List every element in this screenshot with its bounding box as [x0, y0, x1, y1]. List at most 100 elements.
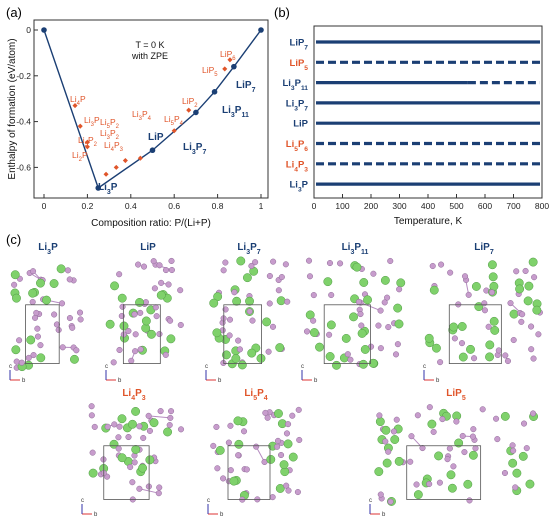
p-atom	[387, 498, 394, 505]
panel-label-a: (a)	[6, 5, 22, 20]
metastable-point	[186, 107, 192, 113]
structure-title: Li3P	[38, 242, 58, 256]
annotation-zpe: with ZPE	[131, 51, 168, 61]
li-atom	[131, 445, 141, 454]
metastable-point	[103, 171, 109, 177]
li-atom	[131, 406, 141, 416]
p-atom	[136, 423, 143, 430]
li-atom	[236, 256, 246, 266]
structure-title: LiP	[140, 242, 156, 253]
li-atom	[147, 329, 156, 339]
p-atom	[131, 459, 138, 466]
li-atom	[11, 345, 21, 355]
phase-rows: LiP7 LiP5 Li3P11 Li3P7 LiP Li5P6 Li4P3 Li3P	[282, 38, 540, 194]
li-atom	[315, 342, 324, 352]
p-atom	[357, 310, 364, 318]
li-atom	[374, 467, 384, 477]
li-atom	[466, 344, 475, 354]
p-atom	[146, 427, 153, 434]
p-atom	[283, 482, 290, 489]
panel-a-y-ticks: 0 -0.2 -0.4 -0.6	[16, 25, 38, 172]
metastable-label-lip2: LiP2	[182, 96, 198, 109]
p-atom	[509, 442, 516, 449]
p-atom	[128, 357, 135, 364]
p-atom	[451, 335, 458, 342]
p-atom	[34, 333, 41, 340]
panel-a-x-axis-title: Composition ratio: P/(Li+P)	[91, 218, 211, 229]
p-atom	[305, 257, 313, 264]
li-atom	[394, 319, 404, 329]
li-atom	[485, 352, 494, 362]
metastable-point	[227, 57, 233, 63]
x-tick-label: 800	[535, 201, 549, 211]
p-atom	[156, 262, 163, 269]
p-atom	[450, 463, 457, 470]
row-label: Li3P11	[282, 78, 308, 92]
x-tick-label: 0.6	[168, 201, 180, 211]
p-atom	[414, 412, 421, 419]
li-atom	[109, 439, 119, 449]
axis-label: c	[105, 364, 108, 370]
p-atom	[167, 317, 174, 324]
structure-title: Li4P3	[122, 388, 145, 402]
li-atom	[242, 273, 252, 283]
p-atom	[461, 273, 469, 280]
panel-a-x-ticks: 0 0.2 0.4 0.6 0.8 1	[42, 194, 264, 211]
p-atom	[158, 279, 165, 286]
p-atom	[222, 259, 229, 266]
p-atom	[282, 261, 289, 268]
metastable-label-lip6: LiP6	[220, 49, 236, 62]
li-atom	[434, 451, 444, 461]
p-atom	[88, 412, 95, 419]
p-atom	[510, 447, 517, 454]
p-atom	[275, 287, 282, 294]
p-atom	[66, 276, 73, 283]
annotation-temperature: T = 0 K	[135, 40, 164, 50]
li-atom	[489, 316, 499, 326]
p-atom	[466, 497, 473, 504]
panel-b-frame	[313, 25, 543, 199]
metastable-label-li4p: Li4P	[70, 94, 86, 107]
p-atom	[156, 331, 163, 338]
row-label: Li3P	[290, 180, 309, 194]
row-label: LiP7	[290, 38, 309, 52]
p-atom	[246, 308, 253, 315]
li-atom	[382, 458, 392, 468]
li-atom	[524, 281, 534, 291]
p-atom	[132, 331, 139, 338]
p-atom	[266, 272, 273, 280]
li-atom	[454, 438, 464, 448]
p-atom	[519, 311, 526, 318]
p-atom	[296, 436, 303, 444]
p-atom	[429, 262, 436, 270]
axis-label: b	[436, 378, 440, 384]
unit-cell	[227, 445, 271, 500]
p-atom	[252, 259, 259, 266]
p-atom	[88, 403, 95, 410]
li-atom	[349, 312, 358, 322]
p-atom	[495, 347, 502, 354]
li-atom	[394, 456, 404, 466]
x-tick-label: 600	[478, 201, 492, 211]
p-atom	[518, 318, 525, 325]
x-tick-label: 0.4	[125, 201, 137, 211]
p-atom	[528, 346, 535, 353]
p-atom	[137, 309, 144, 316]
p-atom	[472, 445, 479, 452]
li-atom	[222, 350, 231, 360]
p-atom	[125, 327, 132, 335]
p-atom	[115, 445, 122, 452]
p-atom	[358, 322, 365, 329]
unit-cell	[448, 304, 502, 364]
li-atom	[110, 281, 120, 291]
li-atom	[500, 411, 510, 421]
unit-cell	[223, 304, 263, 364]
li-atom	[232, 296, 242, 306]
li-atom	[489, 281, 499, 291]
li-atom	[424, 333, 434, 343]
li-atom	[276, 296, 286, 306]
axis-label: c	[301, 364, 304, 370]
p-atom	[436, 479, 443, 486]
li-atom	[10, 270, 20, 280]
p-atom	[33, 309, 40, 316]
